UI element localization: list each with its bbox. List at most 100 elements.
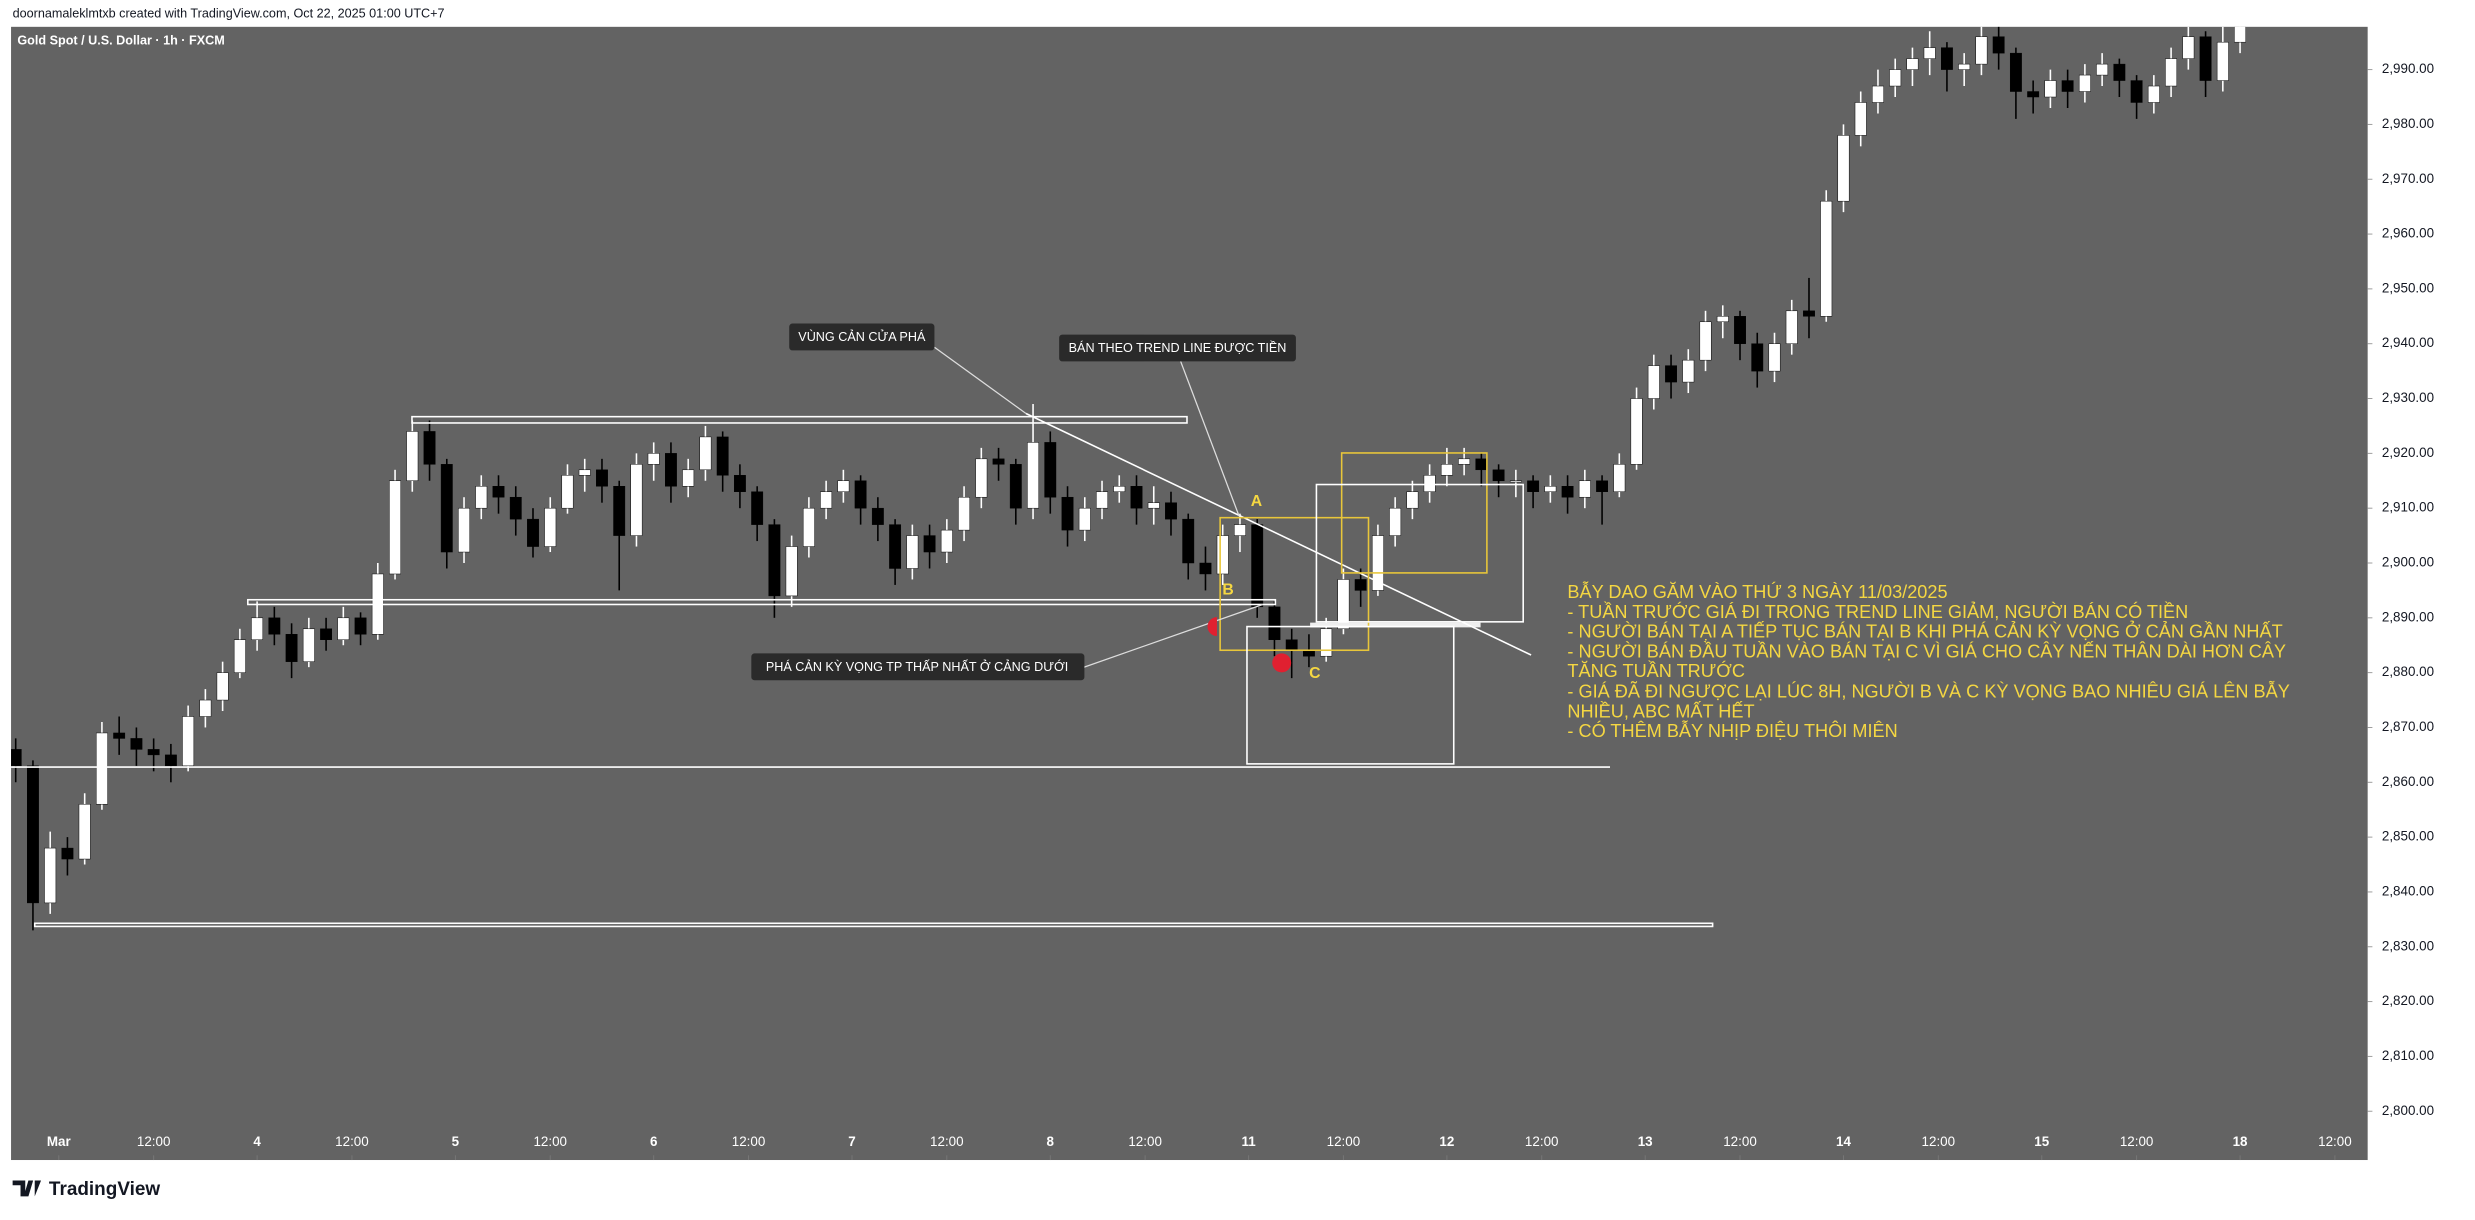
candle-body [871,507,884,525]
candle-body [1665,365,1677,383]
candle-body [1216,535,1229,575]
candle-body [1096,491,1108,509]
plot-area [11,26,2368,1161]
callout-box [1059,334,1296,362]
note-line: BẪY DAO GĂM VÀO THỨ 3 NGÀY 11/03/2025 [1567,581,1947,602]
candle-body [1406,491,1419,509]
x-tick-label: 12:00 [1525,1134,1559,1149]
x-tick-label: 12:00 [930,1134,964,1149]
candle-body [1578,480,1591,498]
y-tick-label: 2,930.00 [2382,390,2434,405]
candle-body [1630,398,1643,465]
x-tick-label: 7 [848,1134,855,1149]
header: doornamaleklmtxb created with TradingVie… [13,7,445,21]
candle-body [1147,502,1160,509]
x-tick-label: 13 [1638,1134,1653,1149]
candle-body [354,617,367,635]
candle-body [1285,639,1298,651]
candle-body [285,634,298,662]
candle-body [992,458,1005,465]
candle-body [302,628,315,662]
candle-body [1440,464,1453,476]
candle-body [544,507,557,547]
x-tick-label: 14 [1836,1134,1851,1149]
resistance-box [411,415,1188,424]
note-line: NHIỀU, ABC MẤT HẾT [1567,700,1754,721]
candle-body [2027,91,2040,98]
candle-body [113,732,126,739]
x-tick-label: 12:00 [335,1134,369,1149]
candle-body [2165,58,2178,87]
x-tick-label: 12:00 [732,1134,766,1149]
y-tick-label: 2,830.00 [2382,938,2434,953]
candle-body [975,458,988,498]
y-tick-label: 2,900.00 [2382,555,2434,570]
candle-body [751,491,764,525]
candle-body [2078,74,2091,92]
x-tick-label: 6 [650,1134,657,1149]
candle-body [2130,80,2143,103]
candle-body [820,491,833,509]
candle-body [1803,310,1815,317]
x-tick-label: 12:00 [1128,1134,1162,1149]
candle-body [1527,480,1540,492]
candle-body [733,475,746,492]
candle-body [1389,507,1402,536]
candle-body [1475,458,1488,471]
x-tick-label: 11 [1241,1134,1256,1149]
candle-body [233,639,246,673]
y-tick-label: 2,800.00 [2382,1103,2434,1118]
marker [1207,617,1217,637]
candle-body [44,847,57,904]
y-tick-label: 2,810.00 [2382,1048,2434,1063]
note: BẪY DAO GĂM VÀO THỨ 3 NGÀY 11/03/2025 - … [1567,581,2289,741]
zone-box [1219,516,1370,652]
candle-body [320,628,333,640]
candle-body [2147,85,2160,103]
candle-body [854,480,867,509]
zone-box [1246,625,1455,765]
candle-body [1078,507,1091,531]
candle-body [837,480,850,492]
candle-body [2044,80,2057,98]
zone-box [1315,483,1524,623]
candle-body [2113,63,2126,81]
candle-body [1544,486,1557,492]
y-tick-label: 2,870.00 [2382,719,2434,734]
candle-body [596,469,608,487]
point-label: A [1251,493,1262,510]
brand-name: TradingView [49,1179,160,1200]
candle-body [11,749,22,767]
candle-body [1889,69,1902,87]
candle-body [182,716,195,767]
candle-body [268,617,281,635]
candle-body [1751,343,1764,372]
note-line: - NGƯỜI BÁN TẠI A TIẾP TỤC BÁN TẠI B KHI… [1567,621,2282,642]
x-tick-label: 15 [2034,1134,2049,1149]
y-tick-label: 2,970.00 [2382,171,2434,186]
candle-body [1906,58,1919,70]
candle-body [1182,518,1195,564]
callout: VÙNG CẢN CỬA PHÁ [798,329,926,344]
candle-body [1113,486,1126,492]
drawings [11,346,1714,928]
x-tick-label: 4 [253,1134,261,1149]
y-tick-label: 2,880.00 [2382,664,2434,679]
candle-body [561,475,574,509]
note-line: TĂNG TUẦN TRƯỚC [1567,660,1745,681]
candle-body [337,617,350,640]
candle-body [1061,496,1074,531]
x-tick-label: 8 [1047,1134,1055,1149]
callout: PHÁ CẢN KỲ VỌNG TP THẤP NHẤT Ở CẢNG DƯỚI [766,659,1068,674]
candle-body [1371,535,1384,591]
note-line: - GIÁ ĐÃ ĐI NGƯỢC LẠI LÚC 8H, NGƯỜI B VÀ… [1567,681,2289,702]
x-tick-label: 12:00 [533,1134,567,1149]
candle-body [2061,80,2074,92]
candle-body [1165,502,1177,520]
callout-box [751,653,1085,681]
candle-body [389,480,401,575]
candle-body [1044,442,1057,498]
candle-body [889,524,902,569]
y-tick-label: 2,960.00 [2382,226,2434,241]
